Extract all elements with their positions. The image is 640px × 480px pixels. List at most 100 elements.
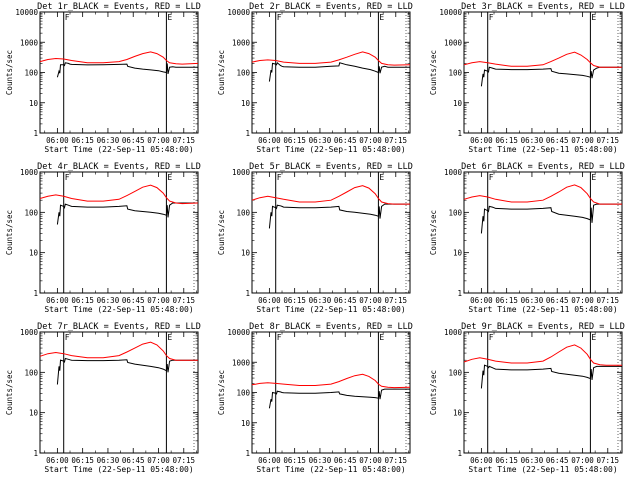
y-axis-label: Counts/sec: [429, 210, 438, 255]
y-axis-label: Counts/sec: [217, 210, 226, 255]
panel-title: Det 3r_BLACK = Events, RED = LLD: [461, 2, 625, 12]
x-tick-label: 06:15: [495, 296, 518, 305]
y-tick-label: 100: [448, 69, 462, 78]
y-tick-label: 100: [236, 389, 250, 398]
marker-label: F: [489, 333, 494, 342]
series-lld-line: [463, 344, 622, 366]
y-axis-label: Counts/sec: [429, 370, 438, 415]
x-tick-label: 06:45: [334, 456, 357, 465]
series-lld-line: [251, 51, 411, 66]
x-tick-label: 06:30: [309, 136, 332, 145]
x-tick-label: 07:15: [172, 136, 195, 145]
marker-label: F: [277, 13, 282, 22]
x-tick-label: 07:00: [147, 136, 170, 145]
y-tick-label: 1000: [20, 168, 39, 177]
x-tick-label: 06:00: [46, 136, 69, 145]
y-tick-label: 10: [29, 409, 39, 418]
x-tick-label: 06:45: [546, 136, 569, 145]
x-tick-label: 07:00: [571, 296, 594, 305]
x-tick-label: 06:30: [521, 136, 544, 145]
x-tick-label: 07:15: [596, 456, 619, 465]
series-lld-line: [39, 341, 198, 361]
x-tick-label: 06:15: [495, 136, 518, 145]
x-tick-label: 06:15: [71, 456, 94, 465]
y-tick-label: 1000: [232, 358, 251, 367]
x-tick-label: 06:45: [334, 136, 357, 145]
y-tick-label: 10: [29, 249, 39, 258]
detector-panel-5: Det 5r_BLACK = Events, RED = LLD 1 10 100 10…: [217, 162, 413, 314]
detector-panel-8: Det 8r_BLACK = Events, RED = LLD 1 10 100 10…: [217, 322, 413, 474]
y-axis-label: Counts/sec: [217, 370, 226, 415]
y-tick-label: 1: [245, 129, 250, 138]
y-tick-label: 10: [29, 99, 39, 108]
y-tick-label: 1: [33, 129, 38, 138]
x-axis-label: Start Time (22-Sep-11 05:48:00): [468, 465, 617, 474]
y-tick-label: 1: [33, 449, 38, 458]
panel-title: Det 1r_BLACK = Events, RED = LLD: [37, 2, 201, 12]
y-tick-label: 1000: [444, 168, 463, 177]
plot-frame: [39, 331, 199, 454]
marker-label: F: [277, 173, 282, 182]
x-tick-label: 06:00: [258, 456, 281, 465]
y-tick-label: 1000: [232, 168, 251, 177]
marker-label: F: [489, 13, 494, 22]
detector-panel-6: Det 6r_BLACK = Events, RED = LLD 1 10 100 10…: [429, 162, 625, 314]
y-tick-label: 10000: [439, 8, 462, 17]
y-tick-label: 1000: [20, 328, 39, 337]
series-events-line: [268, 61, 410, 82]
marker-label: F: [65, 173, 70, 182]
y-tick-label: 1: [245, 289, 250, 298]
x-tick-label: 07:15: [172, 456, 195, 465]
marker-label: E: [591, 333, 596, 342]
marker-label: E: [167, 173, 172, 182]
y-tick-label: 10000: [227, 328, 250, 337]
x-tick-label: 06:00: [258, 296, 281, 305]
y-tick-label: 100: [24, 208, 38, 217]
x-tick-label: 06:15: [71, 296, 94, 305]
plot-frame: [39, 171, 199, 294]
x-tick-label: 07:15: [384, 456, 407, 465]
panel-title: Det 4r_BLACK = Events, RED = LLD: [37, 162, 201, 172]
x-tick-label: 06:45: [546, 456, 569, 465]
y-tick-label: 10: [241, 249, 251, 258]
x-tick-label: 06:15: [495, 456, 518, 465]
series-events-line: [56, 357, 198, 385]
x-tick-label: 06:00: [46, 296, 69, 305]
x-tick-label: 06:15: [283, 296, 306, 305]
x-tick-label: 06:15: [283, 136, 306, 145]
x-tick-label: 06:00: [470, 136, 493, 145]
panel-title: Det 7r_BLACK = Events, RED = LLD: [37, 322, 201, 332]
series-lld-line: [251, 185, 410, 205]
panel-title: Det 8r_BLACK = Events, RED = LLD: [249, 322, 413, 332]
series-lld-line: [39, 184, 199, 205]
series-events-line: [480, 66, 622, 87]
y-tick-label: 100: [24, 69, 38, 78]
y-axis-label: Counts/sec: [5, 210, 14, 255]
y-tick-label: 1000: [444, 38, 463, 47]
x-tick-label: 06:15: [283, 456, 306, 465]
y-axis-label: Counts/sec: [5, 370, 14, 415]
y-tick-label: 10: [241, 419, 251, 428]
series-events-line: [480, 203, 622, 234]
plot-frame: [251, 171, 411, 294]
x-tick-label: 06:30: [521, 296, 544, 305]
detector-panel-1: Det 1r_BLACK = Events, RED = LLD 1 10 100 10…: [5, 2, 201, 154]
x-tick-label: 06:30: [97, 136, 120, 145]
x-tick-label: 06:00: [46, 456, 69, 465]
series-lld-line: [39, 51, 199, 65]
x-tick-label: 07:15: [596, 296, 619, 305]
series-lld-line: [251, 373, 411, 389]
x-tick-label: 06:45: [546, 296, 569, 305]
marker-label: F: [65, 333, 70, 342]
y-tick-label: 1000: [444, 328, 463, 337]
y-tick-label: 1000: [232, 38, 251, 47]
x-tick-label: 07:15: [384, 296, 407, 305]
y-axis-label: Counts/sec: [5, 50, 14, 95]
x-tick-label: 06:45: [122, 136, 145, 145]
x-axis-label: Start Time (22-Sep-11 05:48:00): [44, 145, 193, 154]
x-tick-label: 07:15: [596, 136, 619, 145]
x-axis-label: Start Time (22-Sep-11 05:48:00): [44, 465, 193, 474]
y-tick-label: 10: [453, 249, 463, 258]
y-tick-label: 100: [236, 208, 250, 217]
